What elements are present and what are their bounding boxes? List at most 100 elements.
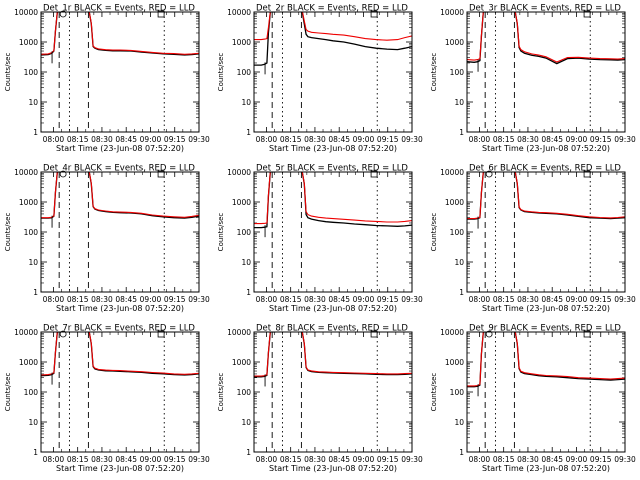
- x-tick-label: 08:15: [280, 135, 302, 144]
- plot-frame: [40, 171, 200, 293]
- series-lld-line: [467, 332, 625, 387]
- x-tick-label: 08:45: [115, 135, 137, 144]
- y-tick-label: 100: [24, 228, 39, 237]
- x-axis-label: Start Time (23-Jun-08 07:52:20): [482, 304, 610, 313]
- plot-area: [254, 332, 412, 387]
- y-axis-label: Counts/sec: [217, 373, 225, 412]
- x-tick-label: 08:15: [67, 295, 89, 304]
- series-lld-line: [467, 12, 625, 63]
- series-lld-line: [254, 332, 412, 377]
- y-tick-label: 100: [237, 388, 252, 397]
- x-tick-label: 09:15: [590, 455, 612, 464]
- detector-panel: Det_1r BLACK = Events, RED = LLD Counts/s…: [4, 4, 210, 154]
- plot-frame: [40, 331, 200, 453]
- x-tick-label: 08:45: [541, 135, 563, 144]
- x-axis-label: Start Time (23-Jun-08 07:52:20): [482, 464, 610, 473]
- y-tick-label: 1000: [445, 198, 464, 207]
- x-tick-label: 08:30: [91, 135, 113, 144]
- plot-frame: [253, 171, 413, 293]
- x-axis-label: Start Time (23-Jun-08 07:52:20): [56, 144, 184, 153]
- panel-title: Det_4r BLACK = Events, RED = LLD: [43, 164, 195, 174]
- x-tick-label: 08:00: [469, 295, 491, 304]
- y-tick-label: 1: [246, 128, 251, 137]
- x-tick-label: 09:00: [353, 135, 375, 144]
- end-marker: [370, 170, 378, 178]
- panel-title: Det_6r BLACK = Events, RED = LLD: [469, 164, 621, 174]
- y-axis-label: Counts/sec: [217, 53, 225, 92]
- plot-frame: [466, 331, 626, 453]
- plot-frame: [253, 331, 413, 453]
- x-tick-label: 08:15: [280, 295, 302, 304]
- x-tick-label: 09:30: [401, 135, 423, 144]
- x-axis-label: Start Time (23-Jun-08 07:52:20): [56, 464, 184, 473]
- x-axis-label: Start Time (23-Jun-08 07:52:20): [269, 144, 397, 153]
- panel-title: Det_9r BLACK = Events, RED = LLD: [469, 324, 621, 334]
- x-tick-label: 08:30: [304, 135, 326, 144]
- x-tick-label: 08:30: [517, 295, 539, 304]
- end-marker: [157, 170, 165, 178]
- y-tick-label: 10000: [227, 8, 251, 17]
- panel-title: Det_1r BLACK = Events, RED = LLD: [43, 4, 195, 14]
- end-marker: [583, 170, 591, 178]
- x-tick-label: 09:00: [140, 135, 162, 144]
- x-tick-label: 09:00: [353, 455, 375, 464]
- x-tick-label: 09:15: [377, 135, 399, 144]
- series-lld-line: [467, 172, 625, 220]
- plot-frame: [40, 11, 200, 133]
- panel-title: Det_7r BLACK = Events, RED = LLD: [43, 324, 195, 334]
- detector-panel: Det_8r BLACK = Events, RED = LLD Counts/s…: [217, 324, 423, 474]
- y-tick-label: 100: [24, 68, 39, 77]
- plot-frame: [253, 11, 413, 133]
- x-tick-label: 08:00: [256, 455, 278, 464]
- x-tick-label: 08:00: [256, 295, 278, 304]
- x-tick-label: 08:45: [541, 455, 563, 464]
- x-tick-label: 09:00: [140, 295, 162, 304]
- y-axis-label: Counts/sec: [430, 213, 438, 252]
- y-tick-label: 10: [241, 98, 251, 107]
- y-tick-label: 1000: [232, 198, 251, 207]
- y-tick-label: 100: [237, 68, 252, 77]
- y-tick-label: 10: [241, 418, 251, 427]
- x-tick-label: 09:15: [164, 455, 186, 464]
- y-axis-label: Counts/sec: [4, 213, 12, 252]
- series-lld-line: [254, 12, 412, 41]
- x-tick-label: 08:15: [280, 455, 302, 464]
- y-tick-label: 100: [450, 68, 465, 77]
- plot-area: [41, 12, 199, 64]
- y-tick-label: 1000: [19, 198, 38, 207]
- x-tick-label: 08:15: [67, 455, 89, 464]
- y-tick-label: 10: [28, 418, 38, 427]
- series-lld-line: [41, 12, 199, 55]
- x-tick-label: 08:00: [469, 135, 491, 144]
- series-lld-line: [254, 172, 412, 225]
- y-tick-label: 1000: [19, 358, 38, 367]
- series-lld-line: [41, 172, 199, 219]
- plot-area: [41, 332, 199, 385]
- y-tick-label: 1000: [445, 358, 464, 367]
- x-tick-label: 08:45: [328, 135, 350, 144]
- x-tick-label: 08:45: [328, 295, 350, 304]
- end-marker: [157, 10, 165, 18]
- detector-panel: Det_7r BLACK = Events, RED = LLD Counts/s…: [4, 324, 210, 474]
- y-tick-label: 10000: [14, 328, 38, 337]
- detector-panel: Det_3r BLACK = Events, RED = LLD Counts/s…: [430, 4, 636, 154]
- plot-area: [467, 172, 625, 229]
- x-axis-label: Start Time (23-Jun-08 07:52:20): [269, 464, 397, 473]
- y-tick-label: 10000: [440, 8, 464, 17]
- x-tick-label: 09:00: [566, 455, 588, 464]
- y-tick-label: 1: [33, 448, 38, 457]
- x-tick-label: 09:30: [401, 455, 423, 464]
- x-tick-label: 09:15: [164, 135, 186, 144]
- x-tick-label: 08:00: [43, 135, 65, 144]
- plot-area: [467, 12, 625, 72]
- y-tick-label: 10: [454, 98, 464, 107]
- detector-panel: Det_9r BLACK = Events, RED = LLD Counts/s…: [430, 324, 636, 474]
- y-axis-label: Counts/sec: [217, 213, 225, 252]
- x-tick-label: 09:00: [566, 295, 588, 304]
- y-tick-label: 1000: [19, 38, 38, 47]
- x-tick-label: 08:30: [304, 455, 326, 464]
- x-tick-label: 09:30: [401, 295, 423, 304]
- x-tick-label: 09:00: [353, 295, 375, 304]
- x-tick-label: 08:00: [256, 135, 278, 144]
- x-tick-label: 08:15: [493, 295, 515, 304]
